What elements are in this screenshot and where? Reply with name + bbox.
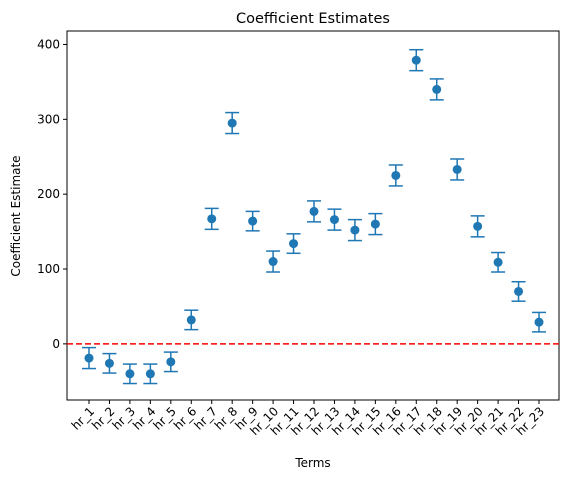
y-tick-label: 100 xyxy=(37,262,60,276)
x-axis-label: Terms xyxy=(294,456,330,470)
data-point xyxy=(411,55,421,65)
data-point xyxy=(104,358,114,368)
data-point xyxy=(186,315,196,325)
data-point xyxy=(432,84,442,94)
y-tick-label: 200 xyxy=(37,187,60,201)
data-point xyxy=(534,317,544,327)
y-tick-label: 0 xyxy=(52,337,60,351)
plot-area: 0100200300400hr_1hr_2hr_3hr_4hr_5hr_6hr_… xyxy=(37,30,560,438)
data-point xyxy=(514,286,524,296)
chart-title: Coefficient Estimates xyxy=(236,11,390,27)
data-point xyxy=(473,221,483,231)
y-tick-label: 300 xyxy=(37,112,60,126)
data-point xyxy=(166,357,176,367)
data-point xyxy=(289,239,299,249)
plot-frame xyxy=(66,30,560,401)
data-point xyxy=(493,257,503,267)
data-point xyxy=(350,225,360,235)
data-point xyxy=(329,215,339,225)
data-point xyxy=(227,118,237,128)
data-point xyxy=(391,170,401,180)
y-axis-label: Coefficient Estimate xyxy=(9,155,23,276)
data-point xyxy=(84,353,94,363)
data-point xyxy=(452,164,462,174)
data-point xyxy=(370,219,380,229)
data-point xyxy=(125,369,135,379)
data-point xyxy=(145,369,155,379)
data-point xyxy=(309,206,319,216)
y-tick-label: 400 xyxy=(37,37,60,51)
data-point xyxy=(268,257,278,267)
data-point xyxy=(207,214,217,224)
data-point xyxy=(248,216,258,226)
